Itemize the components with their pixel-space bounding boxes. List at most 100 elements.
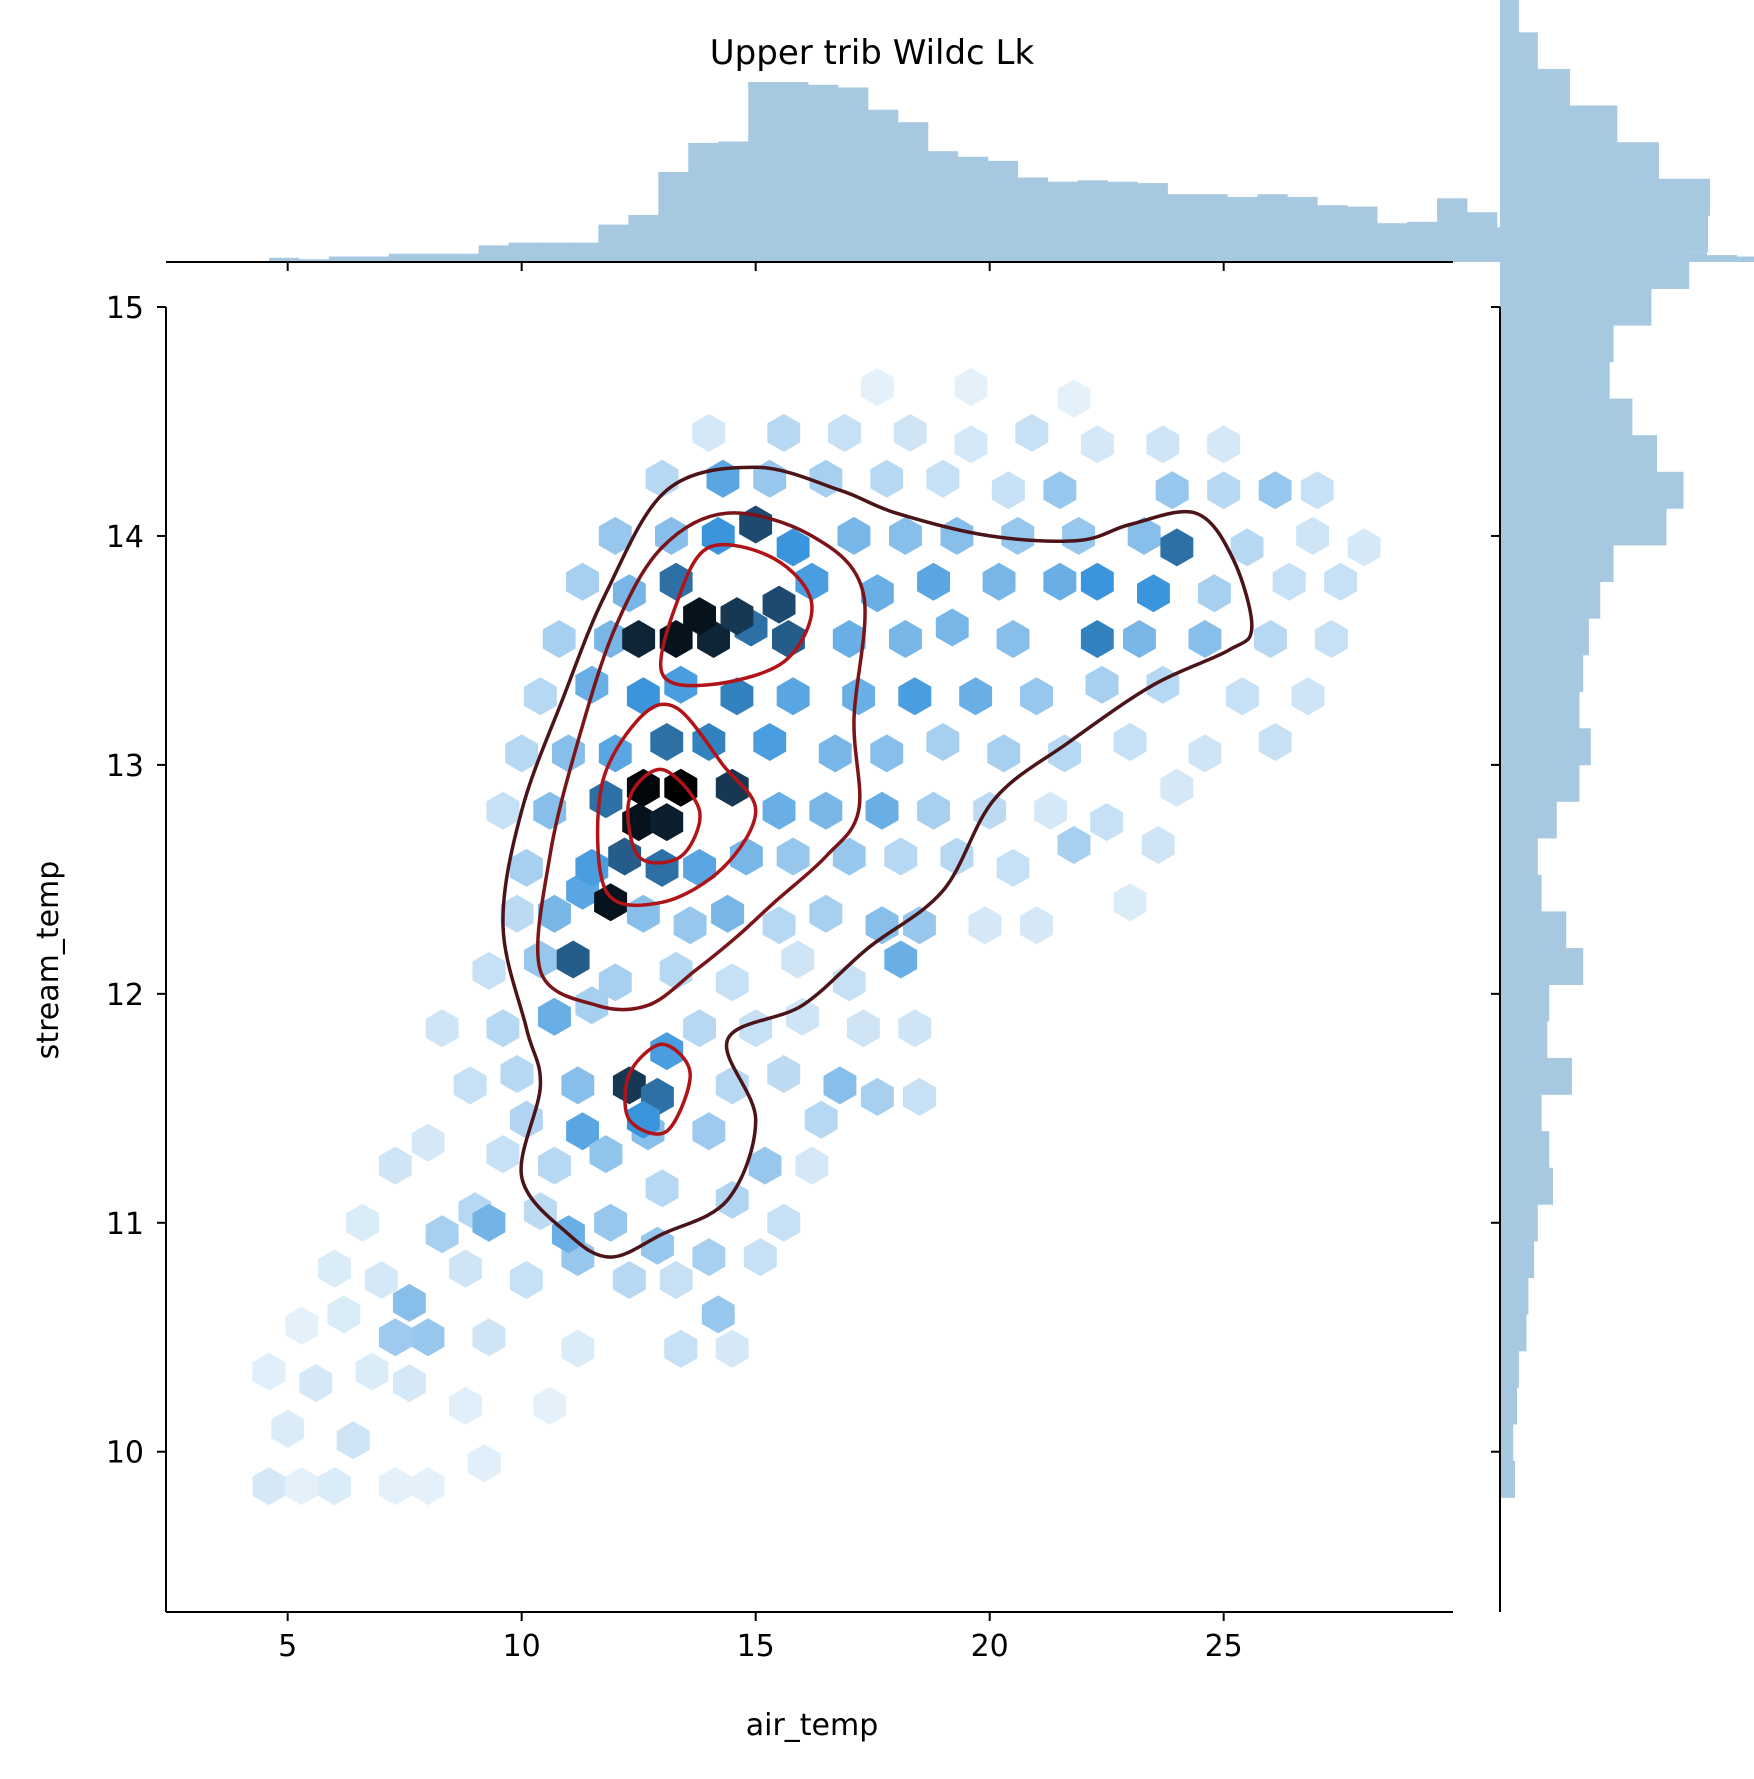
hexbin-cell (378, 1146, 412, 1185)
x-tick-label: 5 (278, 1629, 297, 1664)
hexbin-cell (1080, 425, 1114, 464)
hexbin-cell (898, 1009, 932, 1048)
hexbin-cell (1160, 528, 1194, 567)
marginal-y-bar (1500, 252, 1690, 289)
hexbin-cell (538, 997, 571, 1036)
hexbin-cell (594, 883, 628, 922)
hexbin-cell (664, 768, 698, 807)
marginal-y-bar (1500, 0, 1519, 33)
marginal-x-bar (1317, 205, 1348, 262)
marginal-x-bar (1137, 183, 1168, 262)
hexbin-cell (767, 413, 801, 452)
marginal-x-bar (1257, 194, 1288, 262)
hexbin-cell (991, 471, 1025, 510)
hexbin-cell (832, 837, 866, 876)
hexbin-cell (486, 791, 520, 830)
hexbin-cell (1197, 574, 1231, 613)
marginal-x-bar (1407, 221, 1438, 262)
hexbin-cell (781, 940, 815, 979)
hexbin-cell (626, 768, 660, 807)
hexbin-cell (987, 734, 1021, 773)
hexbin-cell (472, 1203, 506, 1242)
hexbin-cell (715, 1329, 749, 1368)
hexbin-cell (318, 1467, 351, 1506)
hexbin-cell (1113, 723, 1147, 761)
hexbin-cell (486, 1135, 520, 1174)
marginal-x-histogram (166, 82, 1754, 271)
marginal-y-bar (1500, 1351, 1519, 1388)
hexbin-cell (1057, 826, 1091, 864)
hexbin-cell (795, 1146, 829, 1185)
hexbin-cell (626, 1100, 660, 1139)
hexbin-cell (743, 1238, 777, 1277)
hexbin-cell (392, 1283, 426, 1322)
marginal-x-bar (1077, 180, 1108, 262)
hexbin-cell (472, 951, 506, 990)
hexbin-cell (720, 597, 754, 636)
hexbin-cell (659, 562, 693, 601)
hexbin-cell (626, 677, 660, 716)
hexbin-cell (589, 780, 623, 819)
y-tick-label: 10 (106, 1436, 144, 1471)
hexbin-cell (271, 1409, 305, 1448)
hexbin-cell (982, 562, 1016, 601)
marginal-y-bar (1500, 1057, 1572, 1095)
hexbin-cell (996, 620, 1030, 658)
hexbin-cell (1291, 677, 1325, 716)
hexbin-cell (772, 620, 805, 658)
hexbin-cell (935, 608, 969, 647)
hexbin-cell (954, 368, 988, 407)
marginal-y-bar (1500, 32, 1538, 70)
hexbin-cell (767, 1203, 801, 1242)
marginal-x-bar (688, 142, 719, 262)
hexbin-cell (893, 413, 927, 452)
hexbin-cell (598, 963, 632, 1002)
hexbin-cell (673, 906, 707, 945)
x-tick-label: 15 (737, 1629, 775, 1664)
hexbin-cell (645, 459, 679, 498)
marginal-y-bar (1500, 142, 1659, 180)
hexbin-cell (1188, 620, 1222, 658)
marginal-y-bar (1500, 398, 1633, 436)
hexbin-cell (645, 1169, 679, 1208)
hexbin-cell (898, 677, 932, 716)
hexbin-cell (715, 1066, 749, 1105)
marginal-x-bar (328, 256, 360, 262)
marginal-x-bar (718, 141, 749, 262)
hexbin-cell (1123, 620, 1156, 658)
marginal-y-bar (1500, 1460, 1516, 1498)
hexbin-cell (285, 1467, 319, 1506)
hexbin-cell (795, 562, 829, 601)
marginal-y-bar (1500, 984, 1550, 1022)
hexbin-cell (355, 1352, 389, 1391)
hexbin-cell (505, 734, 539, 773)
hexbin-cell (776, 837, 810, 876)
hexbin-cell (823, 1066, 857, 1105)
hexbin-cell (828, 413, 862, 452)
marginal-x-bar (1017, 177, 1049, 262)
hexbin-cell (285, 1306, 319, 1345)
hexbin-cell (346, 1203, 379, 1242)
hexbin-cell (612, 1261, 646, 1299)
hexbin-cell (786, 997, 819, 1036)
hexbin-cell (561, 1066, 595, 1105)
hexbin-cell (392, 1364, 426, 1403)
marginal-x-bar (478, 245, 509, 262)
kde-contour-outer (501, 465, 1254, 1259)
hexbin-cell (1113, 883, 1147, 922)
hexbin-cell (865, 906, 899, 945)
hexbin-cell (500, 894, 534, 933)
hexbin-cell (1085, 665, 1119, 704)
hexbin-cell (1001, 516, 1035, 555)
y-axis-label: stream_temp (31, 861, 66, 1060)
hexbin-cell (500, 1055, 534, 1093)
hexbin-cell (1300, 471, 1334, 510)
y-tick-label: 15 (106, 291, 144, 326)
axes: 5 10 15 20 25 10 11 12 13 14 15 (106, 291, 1453, 1664)
hexbin-cell (1015, 413, 1049, 452)
x-tick-label: 10 (503, 1629, 541, 1664)
hexbin-cell (683, 1009, 716, 1048)
hexbin-layer (252, 368, 1381, 1506)
marginal-x-bar (1377, 223, 1408, 262)
hexbin-cell (832, 963, 866, 1002)
